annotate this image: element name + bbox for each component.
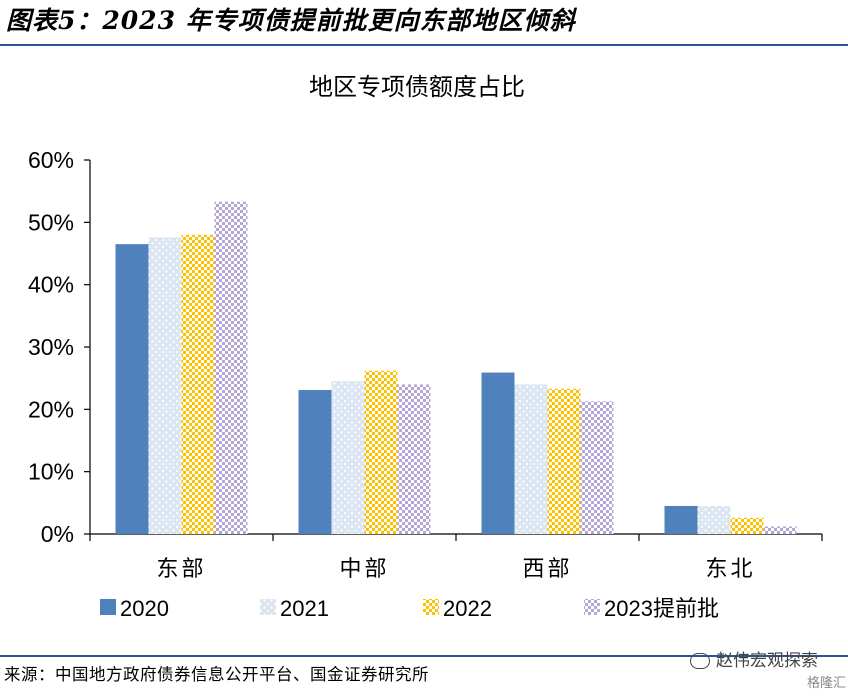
y-tick-label: 50% xyxy=(28,209,74,235)
bar: 2022 中部: 26.2% xyxy=(364,370,398,534)
bar: 2020 东北: 4.5% xyxy=(664,505,698,534)
y-tick-label: 60% xyxy=(28,147,74,173)
x-axis: 东部 中部 西部 东北 xyxy=(89,533,823,582)
bar: 2021 西部: 24% xyxy=(514,384,548,534)
watermark-text: 赵伟宏观探索 xyxy=(716,651,818,671)
y-tick-label: 40% xyxy=(28,272,74,298)
watermark: 赵伟宏观探索 xyxy=(690,646,818,671)
x-tick-label: 东北 xyxy=(705,557,755,582)
bar: 2022 东北: 2.6% xyxy=(730,517,764,534)
bottom-rule xyxy=(0,655,848,657)
y-tick-label: 10% xyxy=(28,459,74,485)
x-tick-label: 中部 xyxy=(339,557,389,582)
legend-swatch xyxy=(584,599,600,615)
x-tick-label: 东部 xyxy=(156,557,206,582)
y-axis: 0% 10% 20% 30% 40% 50% 60% xyxy=(28,147,91,547)
bar: 2020 中部: 23.1% xyxy=(298,390,332,534)
legend-swatch xyxy=(100,599,116,615)
legend: 2020 2021 2022 2023提前批 xyxy=(100,596,719,621)
bar: 2022 东部: 48% xyxy=(181,234,215,535)
bar: 2021 东部: 47.6% xyxy=(148,237,182,534)
bars: 2020 东部: 46.5%2021 东部: 47.6%2022 东部: 48%… xyxy=(115,201,797,535)
bar: 2023提前批 西部: 21.3% xyxy=(580,401,614,534)
bar: 2023提前批 东部: 53.3% xyxy=(214,201,248,534)
chart-title: 地区专项债额度占比 xyxy=(309,73,525,101)
legend-label: 2023提前批 xyxy=(604,596,719,621)
wechat-icon xyxy=(690,653,710,669)
y-tick-label: 30% xyxy=(28,334,74,360)
bar: 2022 西部: 23.3% xyxy=(547,388,581,534)
y-tick-label: 20% xyxy=(28,396,74,422)
bar: 2021 东北: 4.5% xyxy=(697,505,731,534)
y-tick-label: 0% xyxy=(41,521,74,547)
legend-label: 2020 xyxy=(120,596,169,621)
x-tick-label: 西部 xyxy=(522,557,572,582)
bar-chart: 地区专项债额度占比 0%10%20%30%40%50%60% 东部 中部 西部 东北 … xyxy=(28,73,823,621)
legend-swatch xyxy=(423,599,439,615)
bar: 2021 中部: 24.5% xyxy=(331,381,365,534)
bar: 2023提前批 中部: 24% xyxy=(397,384,431,534)
legend-swatch xyxy=(260,599,276,615)
watermark-sub: 格隆汇 xyxy=(806,676,846,691)
figure-title: 图表5：2023 年专项债提前批更向东部地区倾斜 xyxy=(6,6,576,35)
top-rule xyxy=(0,44,848,46)
legend-label: 2021 xyxy=(280,596,329,621)
bar: 2020 西部: 25.9% xyxy=(481,372,515,534)
legend-label: 2022 xyxy=(443,596,492,621)
bar: 2020 东部: 46.5% xyxy=(115,244,149,534)
bar: 2023提前批 东北: 1.2% xyxy=(763,526,797,534)
source-note: 来源：中国地方政府债券信息公开平台、国金证券研究所 xyxy=(4,665,429,684)
